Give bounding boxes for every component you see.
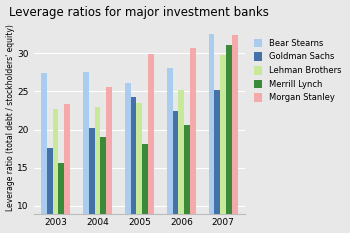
Bar <box>209 34 215 233</box>
Legend: Bear Stearns, Goldman Sachs, Lehman Brothers, Merrill Lynch, Morgan Stanley: Bear Stearns, Goldman Sachs, Lehman Brot… <box>251 36 344 105</box>
Bar <box>232 35 238 233</box>
Bar <box>142 144 148 233</box>
Y-axis label: Leverage ratio (total debt / stockholders' equity): Leverage ratio (total debt / stockholder… <box>6 25 15 212</box>
Bar <box>89 128 94 233</box>
Bar <box>64 103 70 233</box>
Bar <box>190 48 196 233</box>
Bar <box>184 125 190 233</box>
Bar <box>47 148 52 233</box>
Bar <box>178 90 184 233</box>
Bar <box>100 137 106 233</box>
Bar <box>106 87 112 233</box>
Bar <box>226 45 232 233</box>
Bar <box>173 111 179 233</box>
Bar <box>220 55 226 233</box>
Bar <box>94 106 100 233</box>
Bar <box>125 83 131 233</box>
Bar <box>83 72 89 233</box>
Bar <box>52 109 58 233</box>
Bar <box>215 90 220 233</box>
Bar <box>136 103 142 233</box>
Bar <box>41 73 47 233</box>
Bar <box>148 54 154 233</box>
Bar <box>58 163 64 233</box>
Title: Leverage ratios for major investment banks: Leverage ratios for major investment ban… <box>9 6 269 19</box>
Bar <box>131 97 137 233</box>
Bar <box>167 68 173 233</box>
